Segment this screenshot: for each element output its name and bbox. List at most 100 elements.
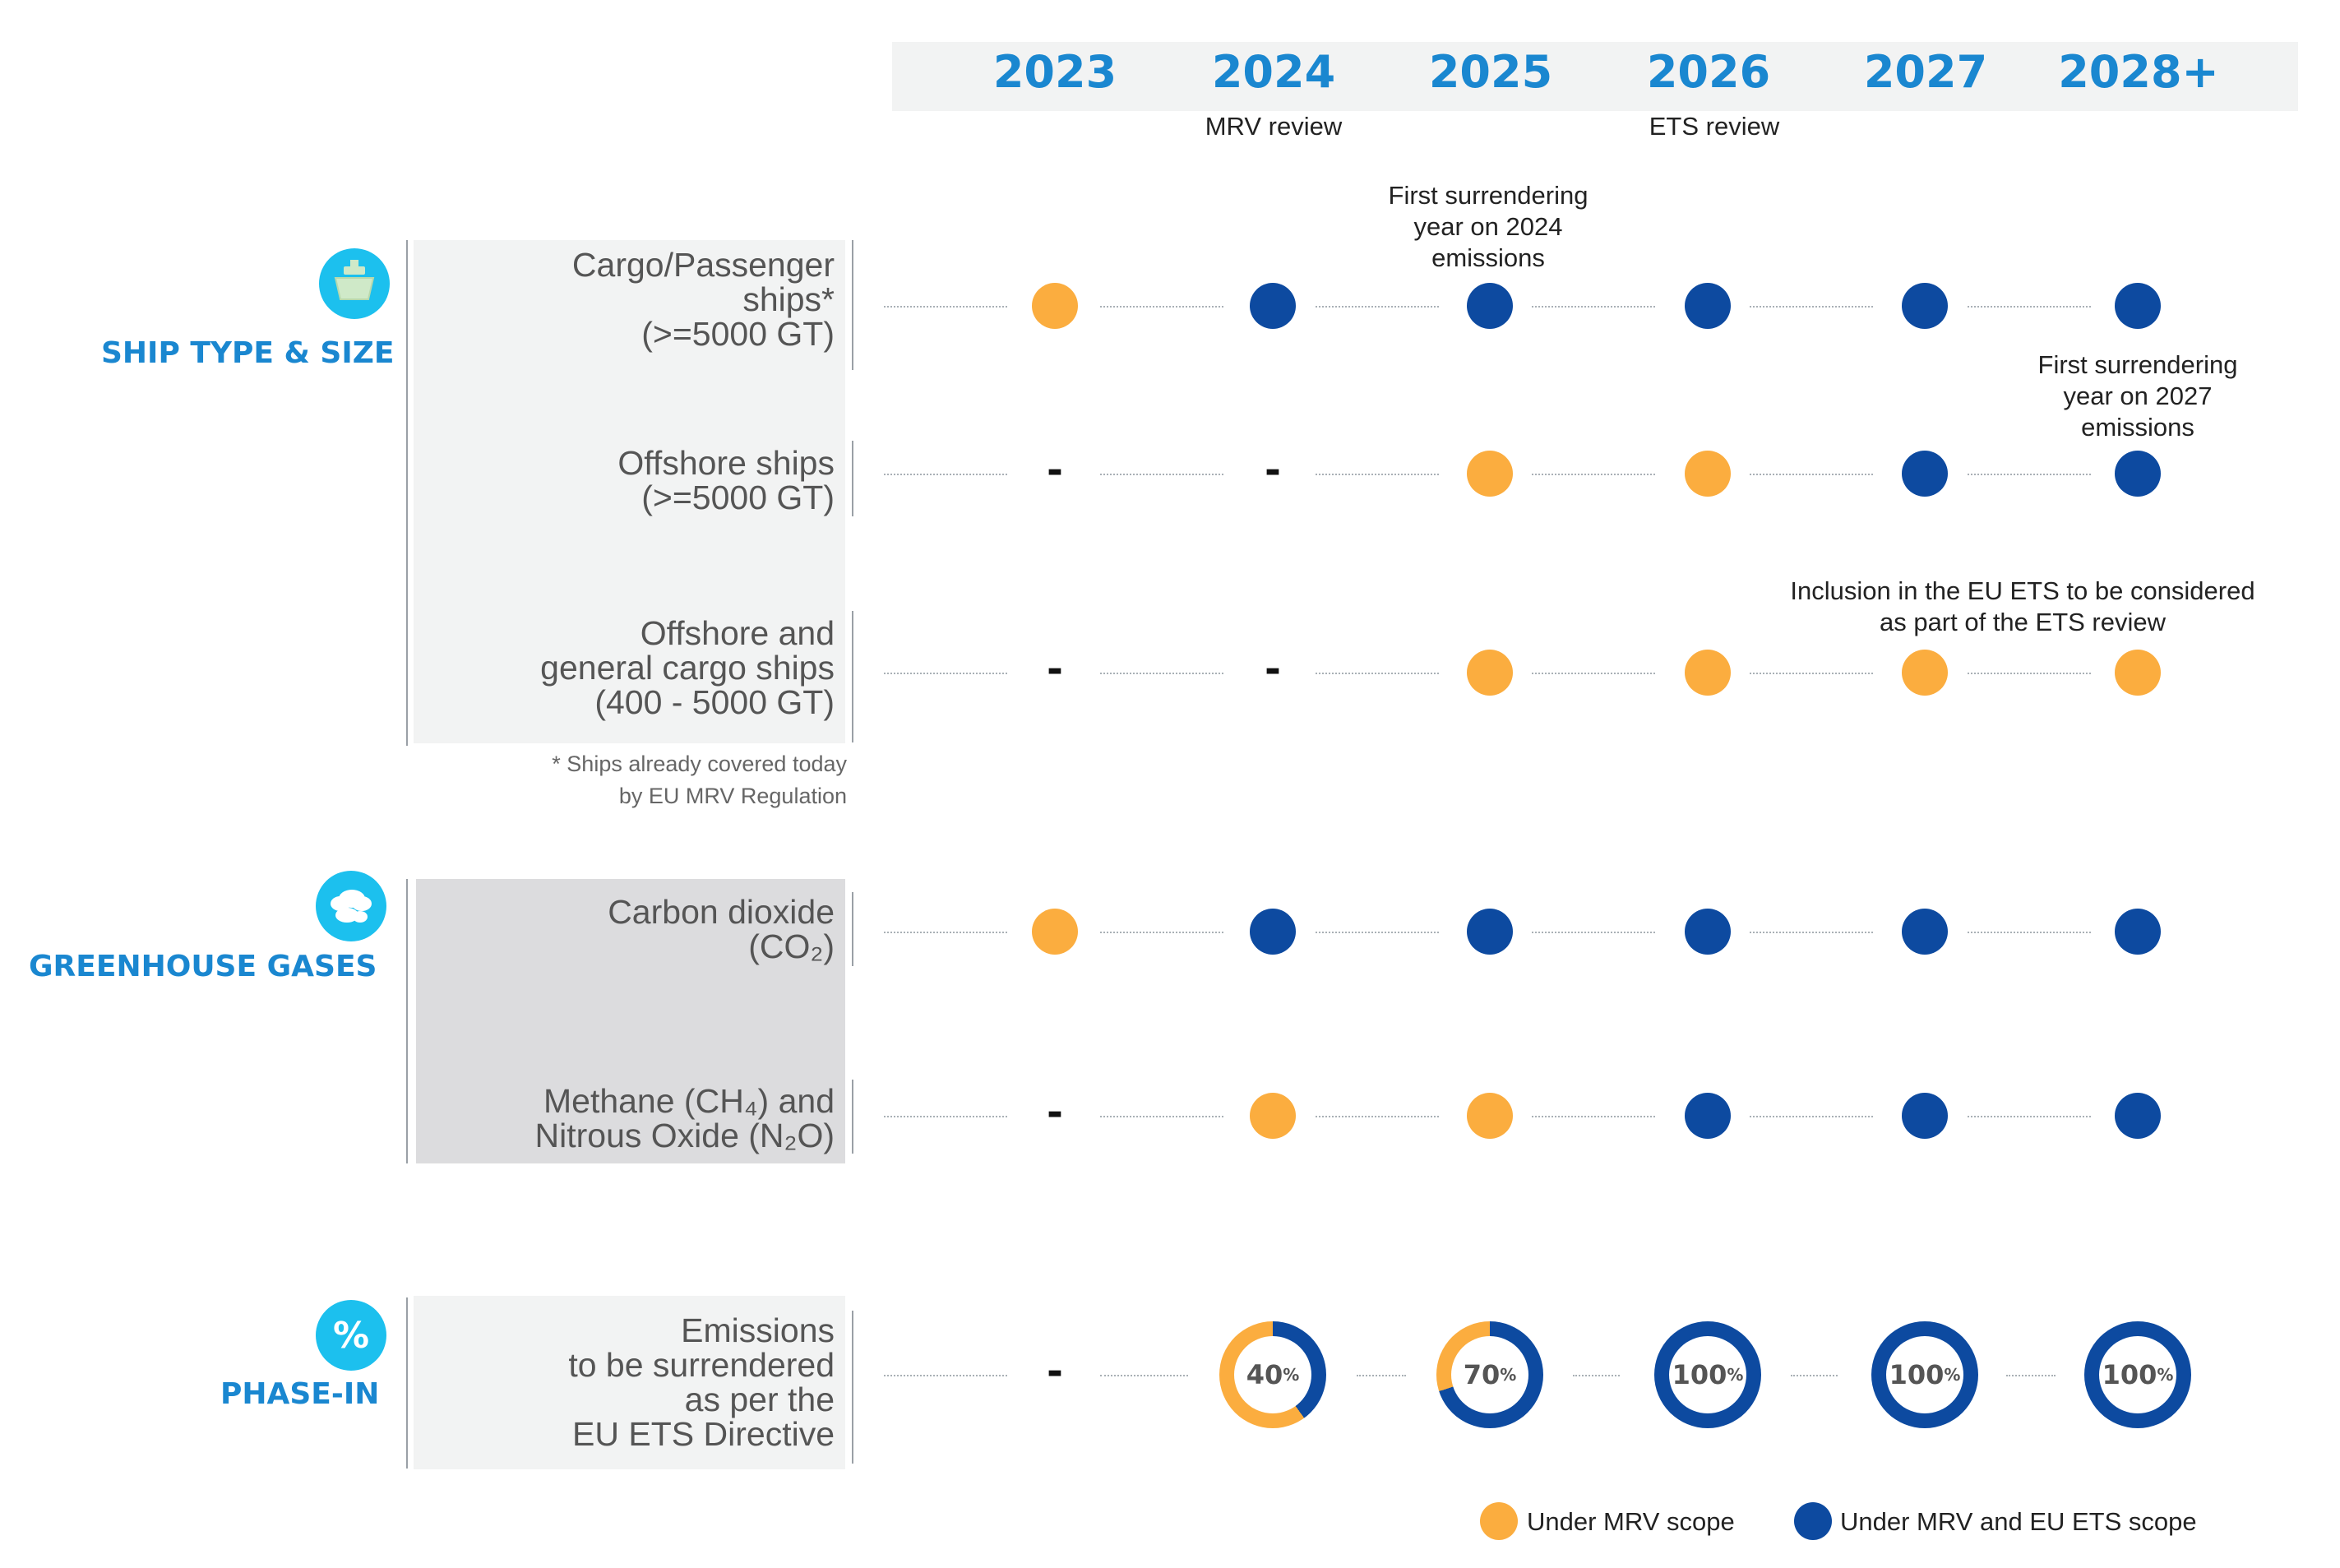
dotted-connector (1750, 673, 1873, 674)
ets-scope-dot (1685, 283, 1731, 329)
dotted-connector (1316, 932, 1439, 933)
phase-in-divider (406, 1297, 408, 1469)
not-applicable-marker: - (1265, 646, 1281, 692)
mrv-review-note: MRV review (1205, 112, 1343, 141)
dotted-connector (1532, 932, 1655, 933)
row-label-ch4-n2o: Methane (CH₄) and Nitrous Oxide (N₂O) (534, 1082, 835, 1154)
year-2024: 2024 (1211, 46, 1336, 98)
phase-in-percent-value: 70 (1463, 1359, 1501, 1390)
row-label-cargo-passenger: Cargo/Passenger ships* (>=5000 GT) (571, 246, 835, 353)
not-applicable-marker: - (1047, 1089, 1063, 1136)
mrv-scope-dot (2115, 650, 2161, 696)
dotted-connector (1532, 673, 1655, 674)
ets-scope-dot (1902, 909, 1948, 955)
row-bracket (852, 611, 853, 742)
dotted-connector (1316, 474, 1439, 475)
mrv-scope-dot (1032, 909, 1078, 955)
row-bracket (852, 240, 853, 370)
annotation-inclusion-review: Inclusion in the EU ETS to be considered… (1790, 576, 2255, 636)
row-label-offshore: Offshore ships (>=5000 GT) (617, 444, 835, 516)
dotted-connector (1357, 1375, 1406, 1376)
dotted-connector (1100, 1375, 1188, 1376)
phase-in-ring: 100% (1654, 1321, 1761, 1428)
ets-scope-dot (1467, 283, 1513, 329)
ring-center: 100% (2099, 1336, 2176, 1413)
year-2027: 2027 (1863, 46, 1988, 98)
dotted-connector (2006, 1375, 2056, 1376)
ets-scope-dot (1902, 1093, 1948, 1139)
ets-scope-dot (1250, 909, 1296, 955)
year-2025: 2025 (1428, 46, 1553, 98)
ship-type-divider (406, 240, 408, 746)
footnote: * Ships already covered today by EU MRV … (552, 752, 847, 808)
mrv-scope-dot (1685, 451, 1731, 497)
year-2023: 2023 (992, 46, 1117, 98)
not-applicable-marker: - (1265, 447, 1281, 493)
year-header-bar (892, 42, 2298, 111)
row-label-phase-in: Emissions to be surrendered as per the E… (568, 1311, 835, 1453)
ship-icon (319, 248, 390, 319)
dotted-connector (884, 1375, 1007, 1376)
phase-in-panel (414, 1296, 845, 1469)
dotted-connector (1750, 1116, 1873, 1117)
dotted-connector (1750, 306, 1873, 308)
row-bracket (852, 441, 853, 516)
annotation-first-surrender-2024: First surrendering year on 2024 emission… (1388, 181, 1589, 272)
row-label-co2: Carbon dioxide (CO₂) (608, 893, 835, 965)
ets-scope-dot (2115, 1093, 2161, 1139)
phase-in-percent-value: 100 (1889, 1359, 1945, 1390)
ets-scope-dot (1685, 1093, 1731, 1139)
ets-scope-dot (1685, 909, 1731, 955)
not-applicable-marker: - (1047, 447, 1063, 493)
ets-review-note: ETS review (1649, 112, 1780, 141)
category-ship-type: SHIP TYPE & SIZE (101, 336, 395, 370)
dotted-connector (1750, 932, 1873, 933)
phase-in-percent-unit: % (1500, 1365, 1517, 1385)
dotted-connector (884, 1116, 1007, 1117)
phase-in-ring: 70% (1436, 1321, 1543, 1428)
phase-in-percent-unit: % (1283, 1365, 1300, 1385)
dotted-connector (1100, 673, 1223, 674)
category-phase-in: PHASE-IN (220, 1377, 380, 1411)
dotted-connector (884, 474, 1007, 475)
greenhouse-divider (406, 879, 408, 1163)
dotted-connector (1750, 474, 1873, 475)
mrv-scope-dot (1032, 283, 1078, 329)
ring-center: 100% (1669, 1336, 1746, 1413)
phase-in-ring: 100% (2084, 1321, 2191, 1428)
ets-scope-dot (2115, 451, 2161, 497)
annotation-first-surrender-2027: First surrendering year on 2027 emission… (2037, 350, 2238, 442)
ets-scope-dot (1250, 283, 1296, 329)
dotted-connector (1316, 306, 1439, 308)
dotted-connector (1968, 306, 2091, 308)
dotted-connector (1316, 1116, 1439, 1117)
ring-center: 100% (1886, 1336, 1963, 1413)
dotted-connector (884, 673, 1007, 674)
percent-icon: % (316, 1300, 386, 1371)
ets-scope-dot (1902, 451, 1948, 497)
ets-scope-dot (1467, 909, 1513, 955)
dotted-connector (1968, 1116, 2091, 1117)
ring-center: 40% (1234, 1336, 1311, 1413)
greenhouse-panel (416, 879, 845, 1163)
dotted-connector (1316, 673, 1439, 674)
row-bracket (852, 892, 853, 966)
dotted-connector (1968, 932, 2091, 933)
dotted-connector (1532, 306, 1655, 308)
dotted-connector (1532, 1116, 1655, 1117)
dotted-connector (1968, 673, 2091, 674)
phase-in-percent-unit: % (1944, 1365, 1961, 1385)
dotted-connector (1791, 1375, 1838, 1376)
phase-in-percent-value: 40 (1246, 1359, 1283, 1390)
phase-in-percent-unit: % (1727, 1365, 1744, 1385)
year-2028-plus: 2028+ (2058, 46, 2219, 98)
dotted-connector (1968, 474, 2091, 475)
legend-mrv-label: Under MRV scope (1527, 1507, 1735, 1536)
phase-in-percent-value: 100 (2102, 1359, 2157, 1390)
ets-scope-dot (1902, 283, 1948, 329)
dotted-connector (1100, 1116, 1223, 1117)
mrv-scope-dot (1685, 650, 1731, 696)
ring-center: 70% (1451, 1336, 1528, 1413)
year-2026: 2026 (1646, 46, 1771, 98)
